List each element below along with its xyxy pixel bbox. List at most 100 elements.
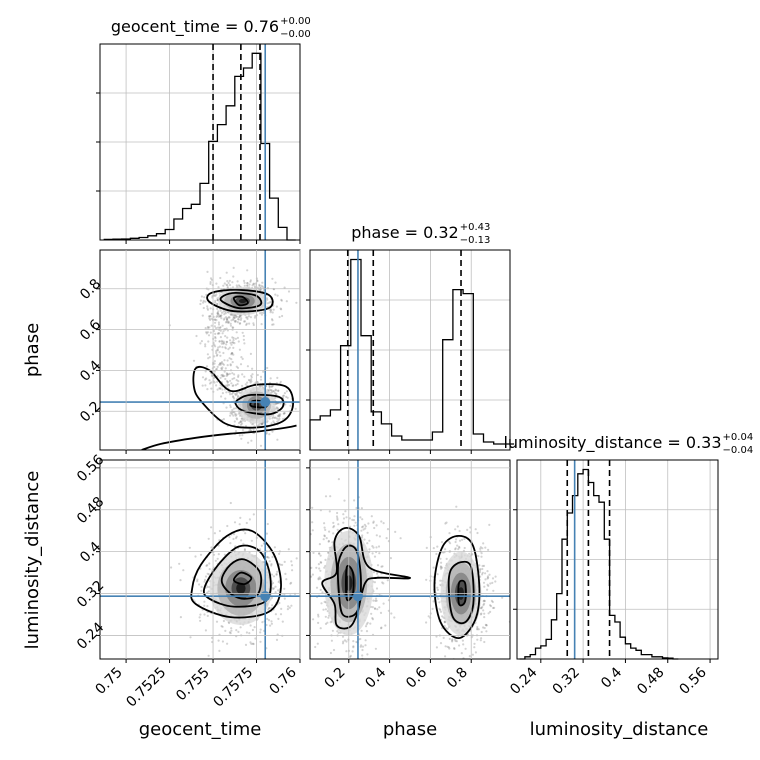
scatter-phase-lumdist-sample-point bbox=[378, 606, 381, 609]
scatter-geocent-phase-sample-point bbox=[257, 423, 260, 426]
scatter-phase-lumdist-sample-point bbox=[360, 507, 363, 510]
scatter-phase-lumdist-sample-point bbox=[332, 521, 335, 525]
scatter-phase-lumdist-sample-point bbox=[448, 647, 451, 650]
scatter-geocent-phase-sample-point bbox=[228, 279, 231, 282]
scatter-geocent-phase-sample-point bbox=[246, 381, 249, 384]
hist-phase-bin bbox=[320, 416, 330, 450]
scatter-phase-lumdist-sample-point bbox=[361, 645, 365, 648]
scatter-phase-lumdist-sample-point bbox=[436, 586, 439, 589]
hist-phase-bin bbox=[494, 444, 504, 450]
scatter-geocent-phase-sample-point bbox=[223, 313, 226, 316]
scatter-phase-lumdist-sample-point bbox=[364, 644, 367, 647]
scatter-geocent-phase-sample-point bbox=[222, 418, 225, 421]
scatter-geocent-phase-sample-point bbox=[277, 414, 280, 417]
scatter-geocent-phase-sample-point bbox=[221, 346, 224, 349]
scatter-geocent-phase-sample-point bbox=[236, 394, 239, 397]
hist-phase-bin bbox=[473, 434, 483, 450]
scatter-geocent-phase-sample-point bbox=[217, 315, 220, 318]
scatter-geocent-phase-sample-point bbox=[231, 341, 234, 344]
scatter-geocent-lumdist-sample-point bbox=[206, 585, 209, 589]
scatter-geocent-lumdist-sample-point bbox=[242, 542, 245, 546]
scatter-geocent-lumdist-sample-point bbox=[285, 578, 288, 581]
scatter-phase-lumdist-sample-point bbox=[311, 573, 314, 576]
scatter-geocent-phase-sample-point bbox=[218, 332, 221, 335]
scatter-geocent-phase-sample-point bbox=[206, 353, 209, 356]
scatter-phase-lumdist-sample-point bbox=[494, 580, 497, 583]
scatter-phase-lumdist-sample-point bbox=[324, 558, 327, 562]
hist-geocent-time-title-sup: +0.00 bbox=[280, 16, 311, 27]
scatter-geocent-phase-sample-point bbox=[238, 391, 241, 394]
scatter-phase-lumdist-sample-point bbox=[374, 599, 377, 603]
scatter-geocent-lumdist-sample-point bbox=[251, 642, 254, 645]
scatter-geocent-phase-sample-point bbox=[229, 324, 232, 327]
scatter-geocent-phase-sample-point bbox=[234, 337, 237, 340]
hist-luminosity-distance-bin bbox=[636, 650, 641, 659]
scatter-geocent-phase-sample-point bbox=[254, 314, 257, 318]
scatter-geocent-phase-sample-point bbox=[226, 383, 229, 386]
scatter-phase-lumdist-sample-point bbox=[342, 521, 345, 524]
scatter-phase-lumdist-sample-point bbox=[327, 551, 330, 554]
scatter-geocent-phase-sample-point bbox=[222, 340, 225, 343]
scatter-geocent-phase-sample-point bbox=[204, 384, 207, 387]
scatter-geocent-phase-sample-point bbox=[225, 327, 228, 330]
scatter-phase-lumdist-sample-point bbox=[317, 615, 320, 618]
scatter-geocent-phase-sample-point bbox=[235, 379, 238, 382]
scatter-geocent-phase-sample-point bbox=[271, 277, 274, 280]
scatter-phase-lumdist-sample-point bbox=[352, 646, 355, 649]
scatter-geocent-phase-plot-area bbox=[141, 266, 298, 450]
scatter-geocent-phase-sample-point bbox=[206, 305, 209, 308]
scatter-phase-lumdist-xtick-label: 0.2 bbox=[322, 665, 349, 692]
scatter-geocent-phase-sample-point bbox=[260, 313, 263, 316]
scatter-geocent-phase-sample-point bbox=[237, 374, 240, 377]
scatter-geocent-phase-sample-point bbox=[243, 375, 246, 378]
scatter-geocent-phase-sample-point bbox=[213, 343, 216, 346]
scatter-geocent-phase-sample-point bbox=[225, 318, 229, 321]
scatter-phase-lumdist-sample-point bbox=[476, 627, 479, 630]
scatter-geocent-lumdist-sample-point bbox=[206, 564, 209, 567]
hist-geocent-time-step-line bbox=[103, 52, 296, 241]
scatter-geocent-phase-sample-point bbox=[213, 381, 216, 384]
scatter-phase-lumdist-sample-point bbox=[445, 627, 448, 630]
scatter-geocent-phase-sample-point bbox=[224, 312, 227, 315]
scatter-geocent-phase-sample-point bbox=[220, 314, 223, 317]
scatter-geocent-lumdist-sample-point bbox=[199, 553, 203, 556]
scatter-geocent-phase-sample-point bbox=[260, 422, 263, 425]
scatter-geocent-lumdist-sample-point bbox=[189, 636, 192, 639]
hist-luminosity-distance-xtick-label: 0.32 bbox=[550, 665, 583, 698]
scatter-geocent-phase-sample-point bbox=[214, 337, 217, 340]
scatter-phase-lumdist-sample-point bbox=[445, 666, 447, 668]
scatter-geocent-phase-contour bbox=[232, 295, 249, 307]
hist-geocent-time-bin bbox=[165, 230, 174, 240]
scatter-geocent-phase-sample-point bbox=[218, 326, 221, 329]
scatter-phase-lumdist-sample-point bbox=[310, 575, 313, 578]
scatter-geocent-phase-sample-point bbox=[220, 367, 223, 370]
scatter-geocent-phase-sample-point bbox=[250, 380, 253, 383]
scatter-geocent-phase-sample-point bbox=[246, 284, 249, 287]
scatter-geocent-phase-sample-point bbox=[213, 362, 216, 365]
scatter-geocent-phase-sample-point bbox=[265, 421, 268, 424]
scatter-geocent-phase-sample-point bbox=[262, 422, 265, 425]
scatter-phase-lumdist-sample-point bbox=[343, 639, 347, 642]
scatter-phase-lumdist-sample-point bbox=[488, 573, 491, 576]
scatter-phase-lumdist-sample-point bbox=[479, 547, 482, 551]
scatter-phase-lumdist-sample-point bbox=[380, 520, 383, 523]
scatter-phase-lumdist-sample-point bbox=[328, 510, 331, 513]
scatter-phase-lumdist-sample-point bbox=[483, 602, 486, 605]
scatter-geocent-phase-sample-point bbox=[230, 343, 233, 346]
scatter-phase-lumdist-sample-point bbox=[361, 654, 364, 657]
scatter-geocent-lumdist-ytick-label: 0.24 bbox=[74, 619, 107, 652]
scatter-geocent-lumdist-sample-point bbox=[270, 622, 273, 625]
scatter-geocent-phase-sample-point bbox=[209, 315, 212, 318]
scatter-phase-lumdist-sample-point bbox=[332, 532, 335, 535]
scatter-geocent-phase-sample-point bbox=[230, 392, 233, 396]
scatter-geocent-phase-sample-point bbox=[223, 359, 226, 362]
scatter-geocent-phase-sample-point bbox=[280, 299, 283, 302]
scatter-phase-lumdist-sample-point bbox=[366, 531, 369, 534]
scatter-geocent-phase-sample-point bbox=[262, 311, 265, 315]
scatter-geocent-phase-sample-point bbox=[227, 320, 230, 323]
scatter-geocent-phase-sample-point bbox=[224, 397, 227, 400]
scatter-geocent-phase-sample-point bbox=[240, 422, 244, 425]
scatter-phase-lumdist-sample-point bbox=[324, 615, 327, 618]
hist-phase-bin bbox=[381, 424, 391, 450]
